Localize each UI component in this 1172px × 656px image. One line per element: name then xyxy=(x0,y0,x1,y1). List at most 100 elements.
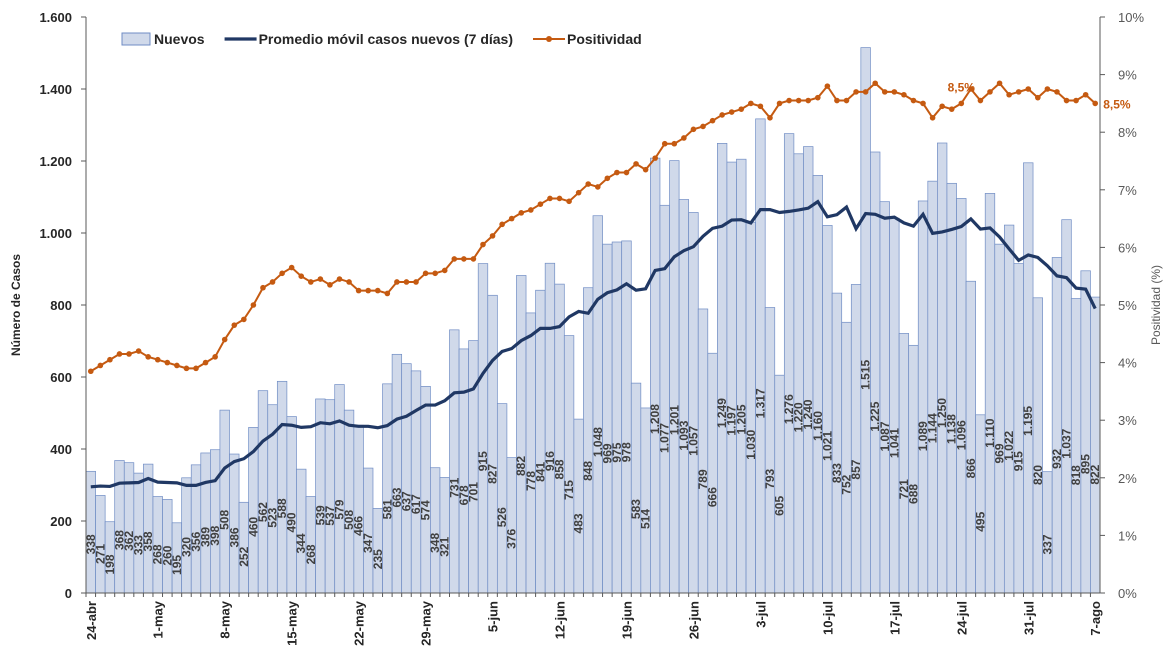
bar-value-label: 1.205 xyxy=(734,404,748,434)
line-point xyxy=(87,368,94,375)
line-point xyxy=(939,103,945,110)
line-point xyxy=(174,362,180,369)
line-point xyxy=(815,94,821,101)
bar-value-label: 268 xyxy=(151,544,165,564)
line-point xyxy=(499,221,505,228)
point-label: 8,5% xyxy=(1103,97,1131,111)
bar-value-label: 537 xyxy=(323,505,337,525)
y2-tick-label: 1% xyxy=(1118,528,1137,543)
bar xyxy=(841,321,852,594)
y-tick-label: 1.600 xyxy=(39,10,72,25)
bar xyxy=(458,348,469,594)
line-point xyxy=(661,140,668,147)
x-tick-label: 24-jul xyxy=(954,601,969,635)
bar xyxy=(783,133,795,594)
line-point xyxy=(767,115,773,121)
bar-value-label: 1.144 xyxy=(926,413,940,443)
bar-value-label: 268 xyxy=(304,544,318,564)
line-point xyxy=(1006,91,1012,98)
bar-value-label: 356 xyxy=(189,531,203,551)
line-point xyxy=(585,181,592,187)
x-tick-label: 10-jul xyxy=(820,601,835,635)
bar xyxy=(860,47,871,594)
bar xyxy=(324,399,336,594)
bar-value-label: 581 xyxy=(380,499,394,519)
bar xyxy=(621,240,632,594)
bar-value-label: 579 xyxy=(333,499,347,519)
bar-value-label: 822 xyxy=(1088,464,1102,484)
bar-value-label: 198 xyxy=(103,554,117,574)
bar-value-label: 969 xyxy=(993,443,1007,463)
bar xyxy=(726,161,737,594)
line-point xyxy=(250,302,257,308)
y2-axis-title: Positividad (%) xyxy=(1149,265,1163,345)
bar-value-label: 195 xyxy=(170,555,184,575)
line-point xyxy=(862,89,869,95)
line-point xyxy=(394,279,400,285)
bar-value-label: 1.022 xyxy=(1002,430,1016,460)
bar-value-label: 916 xyxy=(543,451,557,471)
x-tick-label: 24-abr xyxy=(84,601,99,640)
bar-value-label: 362 xyxy=(122,531,136,551)
bar-value-label: 368 xyxy=(112,530,126,550)
bar-value-label: 1.197 xyxy=(725,405,739,435)
line-point xyxy=(1092,100,1099,107)
bar-value-label: 347 xyxy=(361,533,375,553)
line-point xyxy=(355,287,362,294)
line-point xyxy=(116,351,123,357)
bar-value-label: 1.276 xyxy=(782,394,796,424)
line-point xyxy=(690,126,697,133)
line-point xyxy=(987,89,993,95)
line-point xyxy=(1082,91,1089,98)
bar-value-label: 526 xyxy=(495,507,509,527)
bar-value-label: 495 xyxy=(973,511,987,531)
bar-value-label: 1.021 xyxy=(820,431,834,461)
bar-value-label: 389 xyxy=(199,527,213,547)
line-point xyxy=(279,270,285,277)
bar-value-label: 866 xyxy=(964,458,978,478)
bar-value-label: 605 xyxy=(773,496,787,516)
bar-value-label: 663 xyxy=(390,487,404,507)
line-point xyxy=(107,356,113,363)
x-tick-label: 1-may xyxy=(151,600,166,638)
legend-label: Positividad xyxy=(567,31,642,47)
bar xyxy=(85,470,96,594)
bar-value-label: 562 xyxy=(256,502,270,522)
line-point xyxy=(317,276,324,282)
bar-value-label: 882 xyxy=(514,456,528,476)
line-point xyxy=(843,97,850,104)
bar-value-label: 1.249 xyxy=(715,398,729,428)
bar-value-label: 320 xyxy=(179,537,193,557)
bar-value-label: 978 xyxy=(619,442,633,462)
line-point xyxy=(642,166,649,173)
line-point xyxy=(298,273,305,280)
bar-value-label: 715 xyxy=(562,480,576,500)
bar xyxy=(487,294,498,594)
x-tick-label: 15-may xyxy=(285,600,300,646)
line-point xyxy=(891,89,898,95)
bar-value-label: 848 xyxy=(581,461,595,481)
bar-value-label: 857 xyxy=(849,459,863,479)
line-point xyxy=(327,282,333,288)
bar xyxy=(592,215,603,594)
bar-value-label: 466 xyxy=(352,516,366,536)
y-tick-label: 1.000 xyxy=(39,226,72,241)
line-point xyxy=(432,270,438,277)
bar-value-label: 789 xyxy=(696,469,710,489)
y-tick-label: 600 xyxy=(50,370,72,385)
line-point xyxy=(135,348,142,354)
line-point xyxy=(556,195,563,202)
line-point xyxy=(881,89,888,95)
legend-label: Promedio móvil casos nuevos (7 días) xyxy=(259,31,513,47)
x-tick-label: 19-jun xyxy=(619,601,634,639)
bar xyxy=(276,380,288,594)
y2-tick-label: 7% xyxy=(1118,183,1137,198)
x-tick-label: 22-may xyxy=(352,600,367,646)
y-tick-label: 800 xyxy=(50,298,72,313)
line-point xyxy=(403,279,410,285)
bar xyxy=(812,175,823,594)
line-point xyxy=(681,135,687,141)
bar xyxy=(525,312,536,594)
bar-value-label: 1.138 xyxy=(945,414,959,444)
